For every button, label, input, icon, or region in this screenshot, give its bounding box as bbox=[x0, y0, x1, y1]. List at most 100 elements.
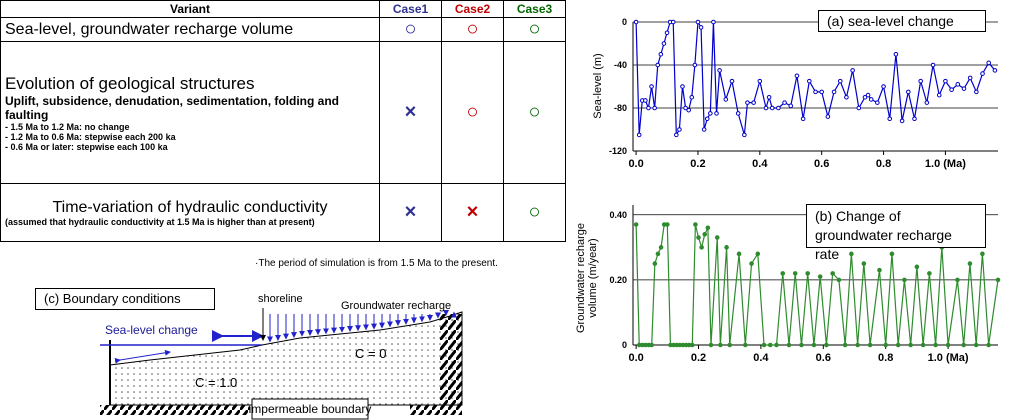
x-tick-label: 0.4 bbox=[753, 352, 769, 364]
case-mark: ○ bbox=[441, 41, 504, 184]
variant-detail: (assumed that hydraulic conductivity at … bbox=[5, 216, 315, 227]
point bbox=[819, 89, 824, 95]
point bbox=[881, 84, 886, 89]
point bbox=[696, 235, 701, 240]
point bbox=[711, 19, 716, 25]
point bbox=[936, 92, 942, 98]
x-tick-label: 0.6 bbox=[816, 352, 831, 364]
point bbox=[763, 105, 769, 111]
point bbox=[961, 342, 966, 348]
point bbox=[961, 86, 967, 91]
recharge-label: Groundwater recharge bbox=[341, 300, 451, 312]
point bbox=[967, 75, 973, 81]
point bbox=[824, 342, 829, 348]
point bbox=[943, 78, 948, 84]
point bbox=[658, 51, 664, 57]
domain bbox=[109, 311, 463, 406]
point bbox=[761, 342, 767, 348]
point bbox=[776, 105, 781, 111]
case-mark: ○ bbox=[379, 17, 442, 42]
point bbox=[955, 82, 961, 87]
x-tick-label: 0.0 bbox=[628, 352, 643, 364]
point bbox=[955, 277, 960, 283]
point bbox=[699, 245, 704, 250]
shoreline-label: shoreline bbox=[258, 293, 303, 305]
variant-table: Variant Case1 Case2 Case3 Sea-level, gro… bbox=[0, 0, 566, 242]
x-tick-label: 0.8 bbox=[878, 352, 893, 364]
point bbox=[930, 62, 936, 68]
point bbox=[887, 116, 893, 122]
point bbox=[766, 94, 772, 100]
point bbox=[920, 342, 926, 348]
point bbox=[862, 94, 868, 100]
point bbox=[717, 68, 722, 73]
point bbox=[693, 222, 698, 227]
point bbox=[782, 100, 787, 105]
point bbox=[799, 342, 804, 348]
point bbox=[749, 261, 754, 266]
bottom-box bbox=[251, 398, 369, 420]
point bbox=[689, 342, 695, 348]
point bbox=[774, 342, 779, 348]
point bbox=[914, 264, 920, 270]
point bbox=[689, 94, 695, 100]
case-mark: × bbox=[379, 41, 442, 184]
point bbox=[633, 19, 639, 25]
point bbox=[683, 105, 688, 111]
x-tick-label: 0.6 bbox=[814, 158, 829, 170]
variant-title: Time-variation of hydraulic conductivity bbox=[52, 198, 328, 216]
point bbox=[652, 261, 658, 266]
point bbox=[895, 342, 901, 348]
point bbox=[800, 116, 806, 122]
point bbox=[817, 274, 823, 279]
x-tick-label: 0.0 bbox=[628, 158, 643, 170]
y-tick-label: -120 bbox=[609, 146, 627, 156]
point bbox=[649, 342, 655, 348]
point bbox=[933, 342, 938, 348]
point bbox=[980, 251, 985, 257]
point bbox=[927, 271, 932, 276]
recharge-arrows bbox=[267, 310, 457, 343]
point bbox=[658, 245, 664, 250]
point bbox=[861, 261, 867, 266]
point bbox=[792, 271, 798, 276]
x-tick-label: 0.4 bbox=[752, 158, 768, 170]
point bbox=[924, 100, 930, 105]
point bbox=[714, 111, 719, 116]
point bbox=[633, 222, 639, 227]
point bbox=[735, 111, 741, 116]
bottom-hatch bbox=[100, 405, 250, 415]
x-tick-label: 0.8 bbox=[876, 158, 891, 170]
point bbox=[908, 342, 913, 348]
point bbox=[811, 342, 817, 348]
y-axis-label: Sea-level (m) bbox=[592, 53, 604, 119]
variant-cell: Evolution of geological structures Uplif… bbox=[0, 41, 380, 184]
point bbox=[855, 342, 860, 348]
point bbox=[767, 342, 773, 348]
point bbox=[704, 116, 710, 122]
y-tick-label: -80 bbox=[614, 103, 627, 113]
point bbox=[661, 41, 667, 46]
point bbox=[850, 68, 855, 73]
point bbox=[757, 78, 763, 84]
point bbox=[986, 60, 992, 66]
case-mark: ○ bbox=[503, 17, 566, 42]
point bbox=[686, 107, 691, 113]
sea-arrow bbox=[114, 349, 171, 364]
point bbox=[805, 271, 811, 276]
point bbox=[918, 78, 923, 84]
point bbox=[875, 100, 880, 105]
case-mark: ○ bbox=[503, 183, 566, 242]
c-land: C = 0 bbox=[355, 346, 386, 361]
bottom-hatch bbox=[410, 405, 462, 415]
point bbox=[807, 78, 812, 84]
chart-title: (a) sea-level change bbox=[818, 10, 986, 32]
point bbox=[701, 127, 707, 132]
point bbox=[877, 267, 882, 273]
point bbox=[912, 116, 917, 122]
point bbox=[708, 111, 713, 116]
point bbox=[836, 277, 842, 283]
variant-detail: - 1.2 Ma to 0.6 Ma: stepwise each 200 ka bbox=[5, 131, 176, 142]
point bbox=[755, 251, 761, 257]
point bbox=[729, 78, 735, 84]
